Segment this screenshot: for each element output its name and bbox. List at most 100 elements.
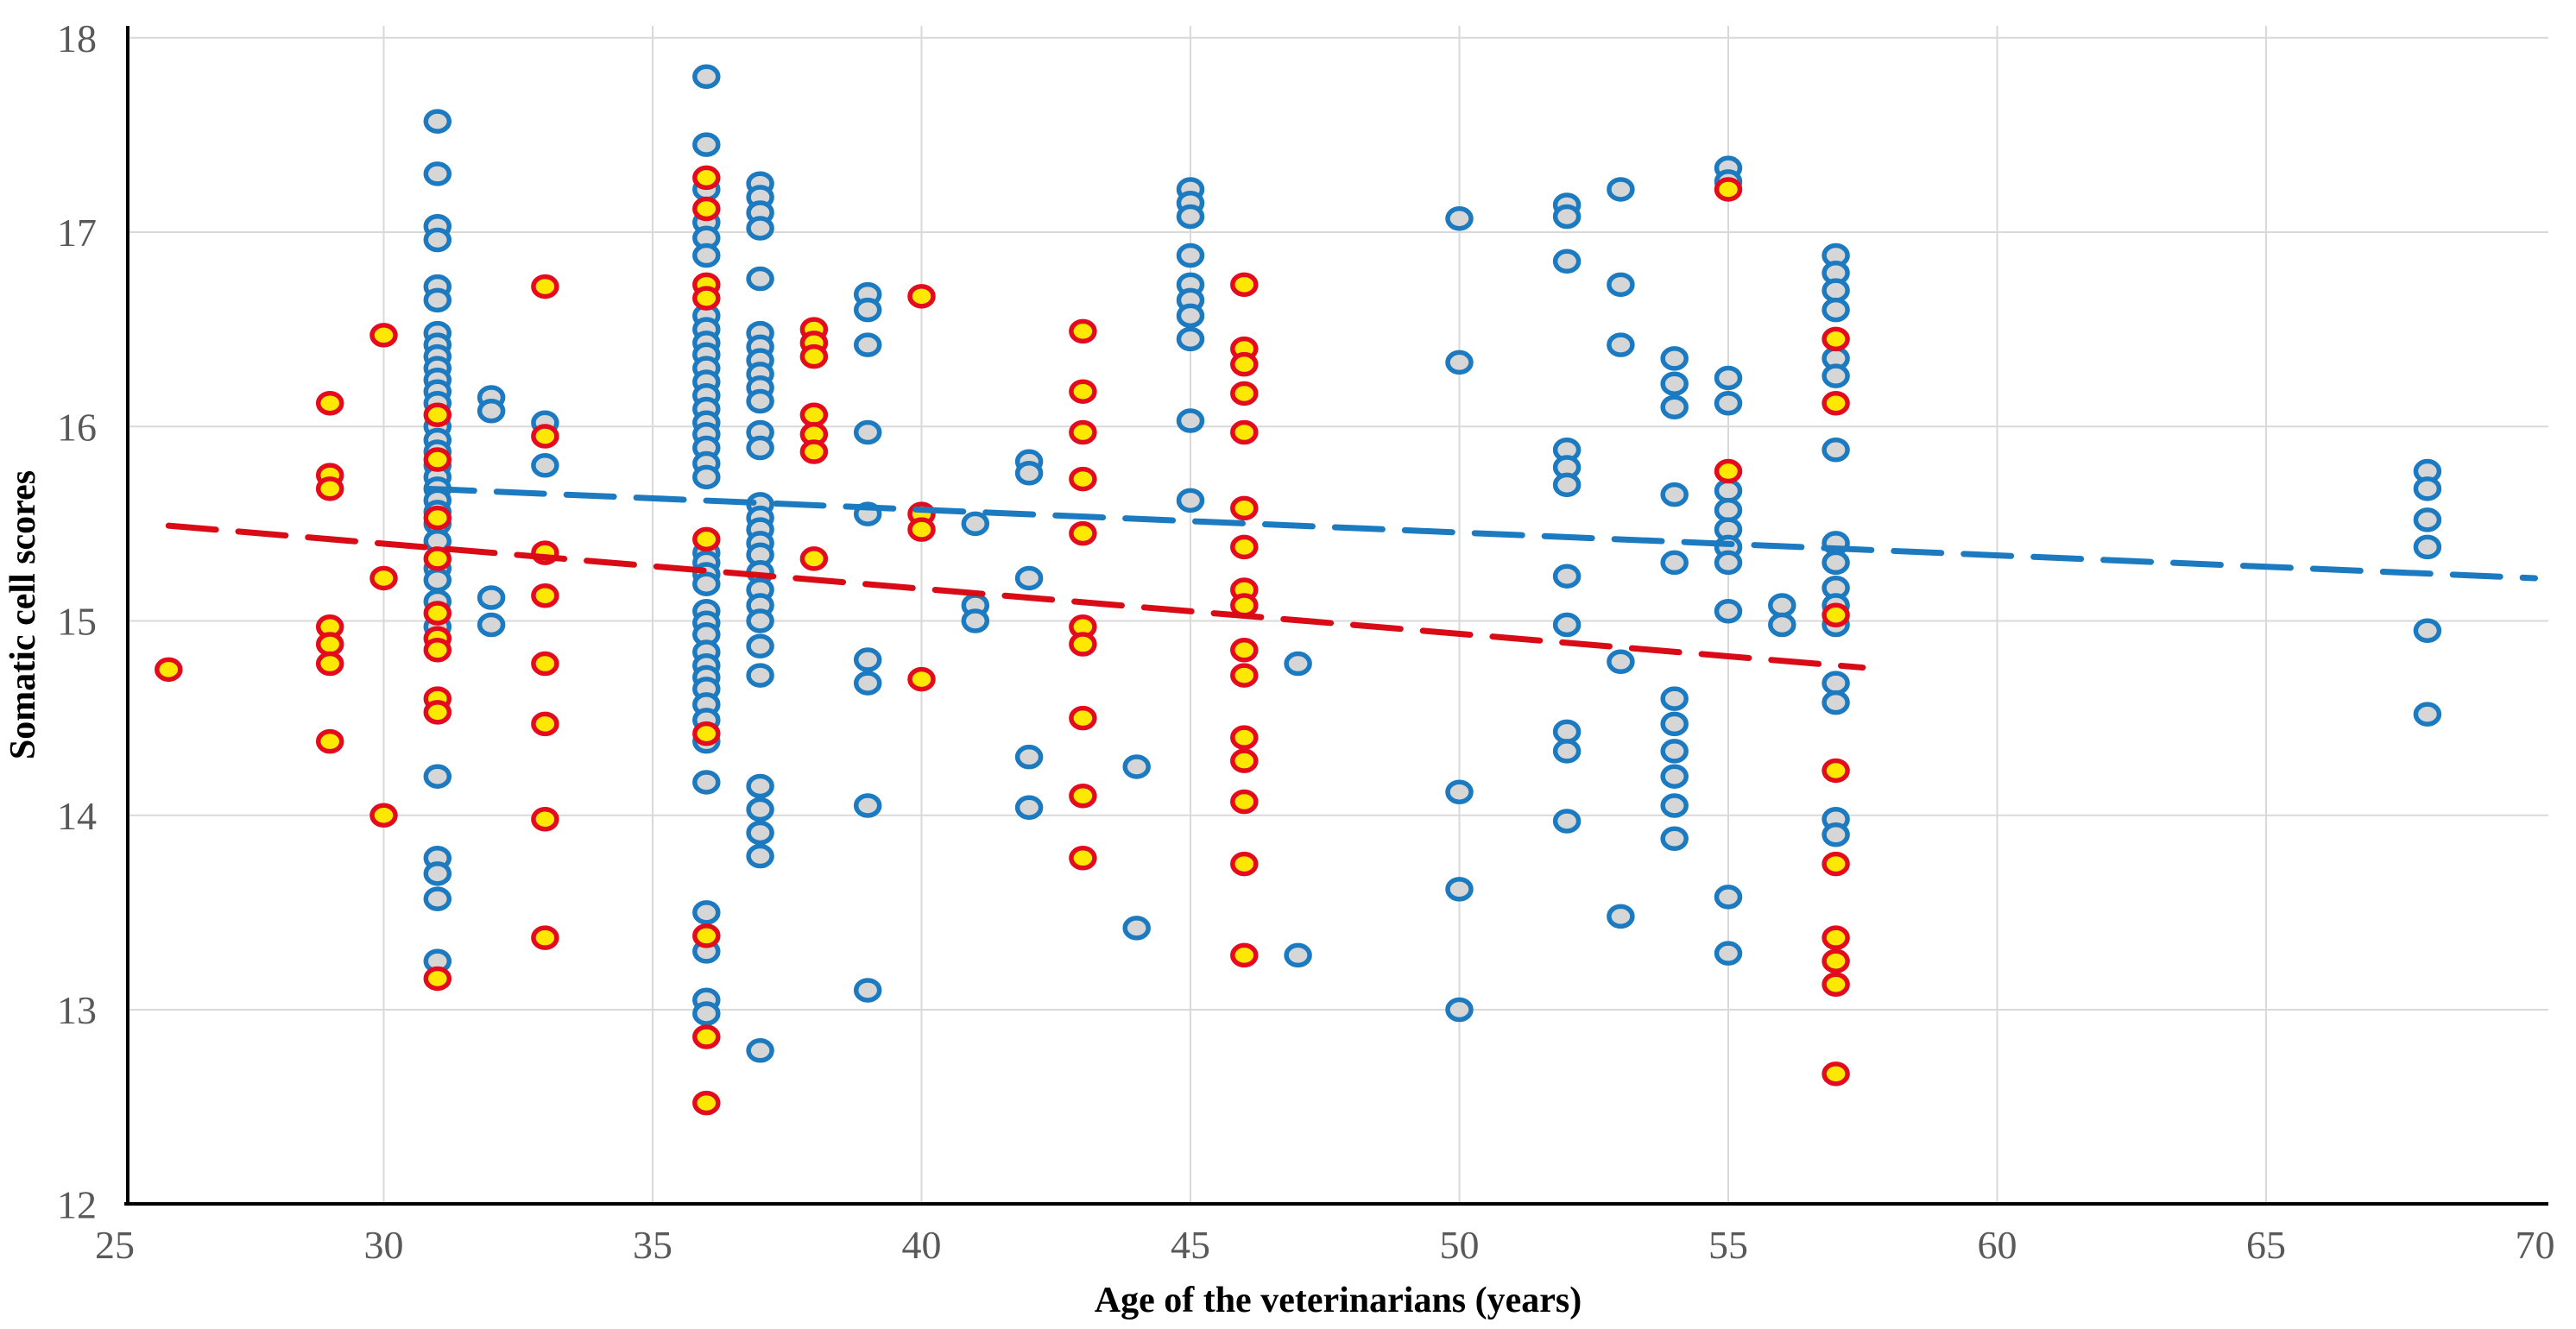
red-circles-point xyxy=(1069,318,1097,344)
red-circles-point xyxy=(692,721,721,746)
red-circles-point xyxy=(692,1024,721,1049)
red-circles-point xyxy=(1822,851,1850,877)
red-circles-point xyxy=(531,807,559,832)
blue-circles-point xyxy=(1607,177,1635,202)
red-circles-point xyxy=(1822,758,1850,784)
blue-circles-point xyxy=(1822,690,1850,715)
blue-circles-point xyxy=(692,132,721,157)
x-tick-label-55: 55 xyxy=(1708,1223,1748,1267)
y-tick-label-14: 14 xyxy=(57,794,97,838)
red-circles-point xyxy=(1069,520,1097,546)
blue-circles-point xyxy=(423,161,452,186)
blue-circles-point xyxy=(1122,916,1151,941)
blue-circles-point xyxy=(1714,365,1743,391)
blue-circles-point xyxy=(746,820,774,846)
blue-circles-point xyxy=(1445,877,1474,902)
red-circles-point xyxy=(1069,419,1097,445)
red-circles-point xyxy=(692,165,721,191)
blue-circles-point xyxy=(423,109,452,134)
red-circles-point xyxy=(1230,419,1259,445)
blue-circles-point xyxy=(1552,809,1582,834)
blue-circles-point xyxy=(692,1001,721,1026)
blue-circles-point xyxy=(1660,346,1689,371)
red-circles-point xyxy=(1230,789,1259,815)
blue-circles-point xyxy=(692,900,721,925)
blue-circles-point xyxy=(961,511,990,537)
blue-circles-point xyxy=(1660,482,1689,507)
blue-circles-point xyxy=(1552,472,1582,498)
red-circles-point xyxy=(423,402,452,427)
blue-circles-point xyxy=(746,1038,774,1063)
y-tick-label-13: 13 xyxy=(57,988,97,1032)
blue-circles-point xyxy=(1714,390,1743,416)
trendlines xyxy=(165,485,2538,671)
red-circles-point xyxy=(799,546,829,571)
blue-circles-point xyxy=(746,663,774,688)
x-tick-label-40: 40 xyxy=(902,1223,942,1267)
red-circles-point xyxy=(315,632,344,657)
blue-circles-point xyxy=(1607,272,1635,298)
red-circles-point xyxy=(1822,390,1850,416)
blue-circles-point xyxy=(692,571,721,596)
blue-circles-point xyxy=(853,978,882,1003)
x-tick-label-70: 70 xyxy=(2516,1223,2555,1267)
red-circles-point xyxy=(315,728,344,754)
blue-circles-point xyxy=(1714,497,1743,523)
red-circles-point xyxy=(1230,748,1259,773)
red-circles-point xyxy=(369,803,398,828)
blue-circles-point xyxy=(1714,478,1743,503)
blue-circles-point xyxy=(1660,826,1689,852)
blue-circles-point xyxy=(423,764,452,789)
red-circles-point xyxy=(907,284,936,309)
blue-circles-point xyxy=(477,398,506,424)
blue-circles-point xyxy=(853,647,882,672)
blue-circles-point xyxy=(746,435,774,461)
blue-circles-point xyxy=(2413,476,2442,501)
red-circles-point xyxy=(369,323,398,348)
blue-circles-point xyxy=(2413,534,2442,560)
red-circles-point xyxy=(1230,725,1259,750)
blue-circles-point xyxy=(1445,779,1474,804)
blue-circles-point xyxy=(1445,997,1474,1023)
blue-circles-point xyxy=(692,64,721,90)
x-tick-label-65: 65 xyxy=(2246,1223,2286,1267)
blue-circles-point xyxy=(1660,371,1689,396)
red-circles-point xyxy=(692,196,721,222)
blue-circles-point xyxy=(1660,739,1689,764)
blue-circles-point xyxy=(1822,550,1850,576)
blue-circles-point xyxy=(1660,793,1689,818)
blue-circles-point xyxy=(423,287,452,313)
red-circles-point xyxy=(531,274,559,299)
red-circles-point xyxy=(1230,272,1259,298)
blue-circles-point xyxy=(1660,711,1689,737)
x-tick-label-30: 30 xyxy=(364,1223,404,1267)
blue-circles-point xyxy=(1714,550,1743,576)
red-circles-point xyxy=(1822,925,1850,950)
x-tick-label-35: 35 xyxy=(633,1223,672,1267)
blue-circles-point xyxy=(2413,702,2442,727)
red-circles-point xyxy=(1822,1061,1850,1087)
blue-circles-point xyxy=(853,793,882,818)
red-circles-point xyxy=(1714,458,1743,484)
blue-circles-point xyxy=(1014,461,1044,486)
blue-circles-point xyxy=(531,453,559,478)
red-circles-point xyxy=(692,526,721,552)
y-tick-label-12: 12 xyxy=(57,1182,97,1226)
red-circles-point xyxy=(799,343,829,369)
blue-circles-point xyxy=(853,671,882,696)
blue-circles-point xyxy=(1176,488,1205,513)
blue-circles-point xyxy=(853,332,882,357)
blue-circles-point xyxy=(477,612,506,638)
red-circles-point xyxy=(423,546,452,571)
blue-circles-point xyxy=(1552,249,1582,274)
x-axis-title: Age of the veterinarians (years) xyxy=(1095,1281,1582,1320)
red-circles-point xyxy=(1230,638,1259,663)
red-circles-point xyxy=(531,583,559,608)
blue-circles-point xyxy=(746,216,774,241)
blue-circles-point xyxy=(1822,438,1850,463)
blue-circles-point xyxy=(853,297,882,323)
red-circles-point xyxy=(1230,851,1259,877)
blue-circles-point xyxy=(1660,550,1689,576)
red-circles-point xyxy=(1822,972,1850,997)
